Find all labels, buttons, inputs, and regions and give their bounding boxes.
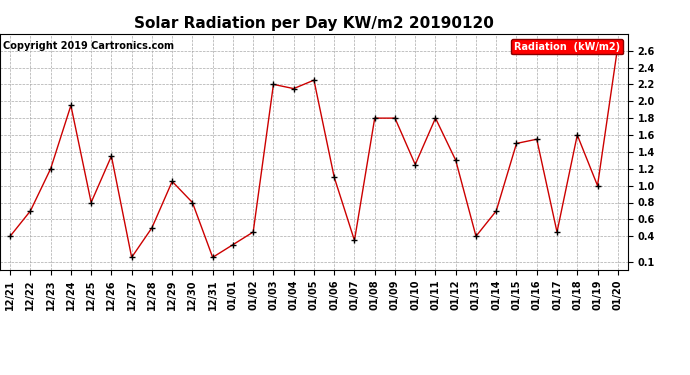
Legend: Radiation  (kW/m2): Radiation (kW/m2) (511, 39, 623, 54)
Title: Solar Radiation per Day KW/m2 20190120: Solar Radiation per Day KW/m2 20190120 (134, 16, 494, 31)
Text: Copyright 2019 Cartronics.com: Copyright 2019 Cartronics.com (3, 41, 174, 51)
